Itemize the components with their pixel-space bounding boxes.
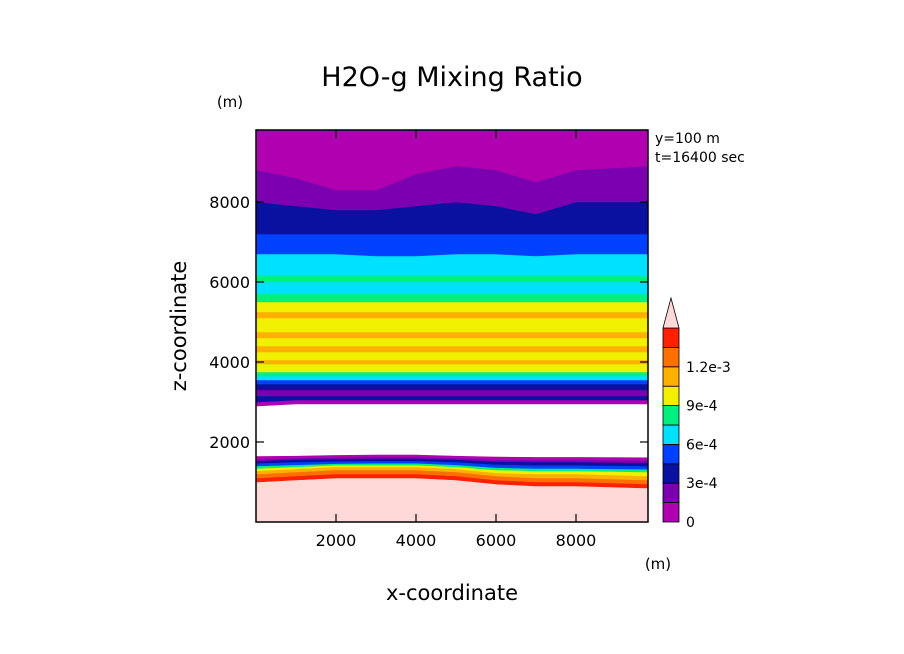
annotation-y: y=100 m [655, 131, 720, 147]
colorbar-swatch-7 [662, 366, 680, 387]
x-tick-label: 4000 [396, 531, 437, 550]
y-tick-label: 2000 [209, 433, 250, 452]
colorbar-tick-label: 0 [686, 515, 695, 531]
colorbar-swatch-8 [662, 346, 680, 368]
x-axis: 2000 4000 6000 8000 [316, 130, 597, 550]
colorbar-swatch-1 [662, 482, 680, 504]
colorbar-swatch-4 [662, 424, 680, 445]
x-tick-label: 6000 [476, 531, 517, 550]
y-tick-label: 4000 [209, 353, 250, 372]
contour-band-28 [255, 281, 649, 295]
contour-band-20 [255, 351, 649, 361]
contour-band-31 [255, 233, 649, 257]
contour-band-16 [255, 375, 649, 381]
contour-band-27 [255, 293, 649, 303]
contour-band-18 [255, 363, 649, 373]
colorbar-swatch-2 [662, 463, 680, 484]
plot-area [255, 129, 649, 523]
colorbar-tick-label: 3e-4 [686, 476, 718, 492]
contour-band-14 [255, 383, 649, 391]
contour-band-10 [255, 403, 649, 458]
x-tick-label: 8000 [556, 531, 597, 550]
contour-band-23 [255, 331, 649, 339]
y-unit-label: (m) [217, 93, 243, 111]
colorbar: 0 3e-4 6e-4 9e-4 1.2e-3 [662, 296, 731, 531]
colorbar-swatch-9 [662, 327, 680, 348]
colorbar-extend-arrow [662, 296, 680, 329]
colorbar-tick-label: 9e-4 [686, 399, 718, 415]
contour-band-22 [255, 337, 649, 347]
colorbar-swatch-0 [662, 502, 680, 523]
x-axis-label: x-coordinate [386, 581, 518, 605]
plot-frame [255, 129, 649, 523]
y-tick-label: 8000 [209, 193, 250, 212]
contour-band-15 [255, 379, 649, 385]
colorbar-swatch-3 [662, 443, 680, 465]
contour-band-19 [255, 359, 649, 365]
x-tick-label: 2000 [316, 531, 357, 550]
colorbar-tick-label: 1.2e-3 [686, 360, 731, 376]
y-axis: 2000 4000 6000 8000 [209, 193, 648, 452]
contour-band-13 [255, 389, 649, 397]
colorbar-swatch-6 [662, 385, 680, 407]
contour-band-29 [255, 275, 649, 283]
contour-band-17 [255, 371, 649, 377]
x-unit-label: (m) [645, 555, 671, 573]
y-tick-label: 6000 [209, 273, 250, 292]
colorbar-swatch-5 [662, 405, 680, 426]
chart-title: H2O-g Mixing Ratio [321, 62, 582, 93]
contour-band-21 [255, 345, 649, 353]
annotation-t: t=16400 sec [655, 150, 745, 166]
y-axis-label: z-coordinate [167, 261, 191, 392]
contour-band-26 [255, 301, 649, 313]
colorbar-tick-label: 6e-4 [686, 437, 718, 453]
contour-band-24 [255, 317, 649, 333]
contour-band-30 [255, 253, 649, 277]
contour-band-25 [255, 311, 649, 319]
